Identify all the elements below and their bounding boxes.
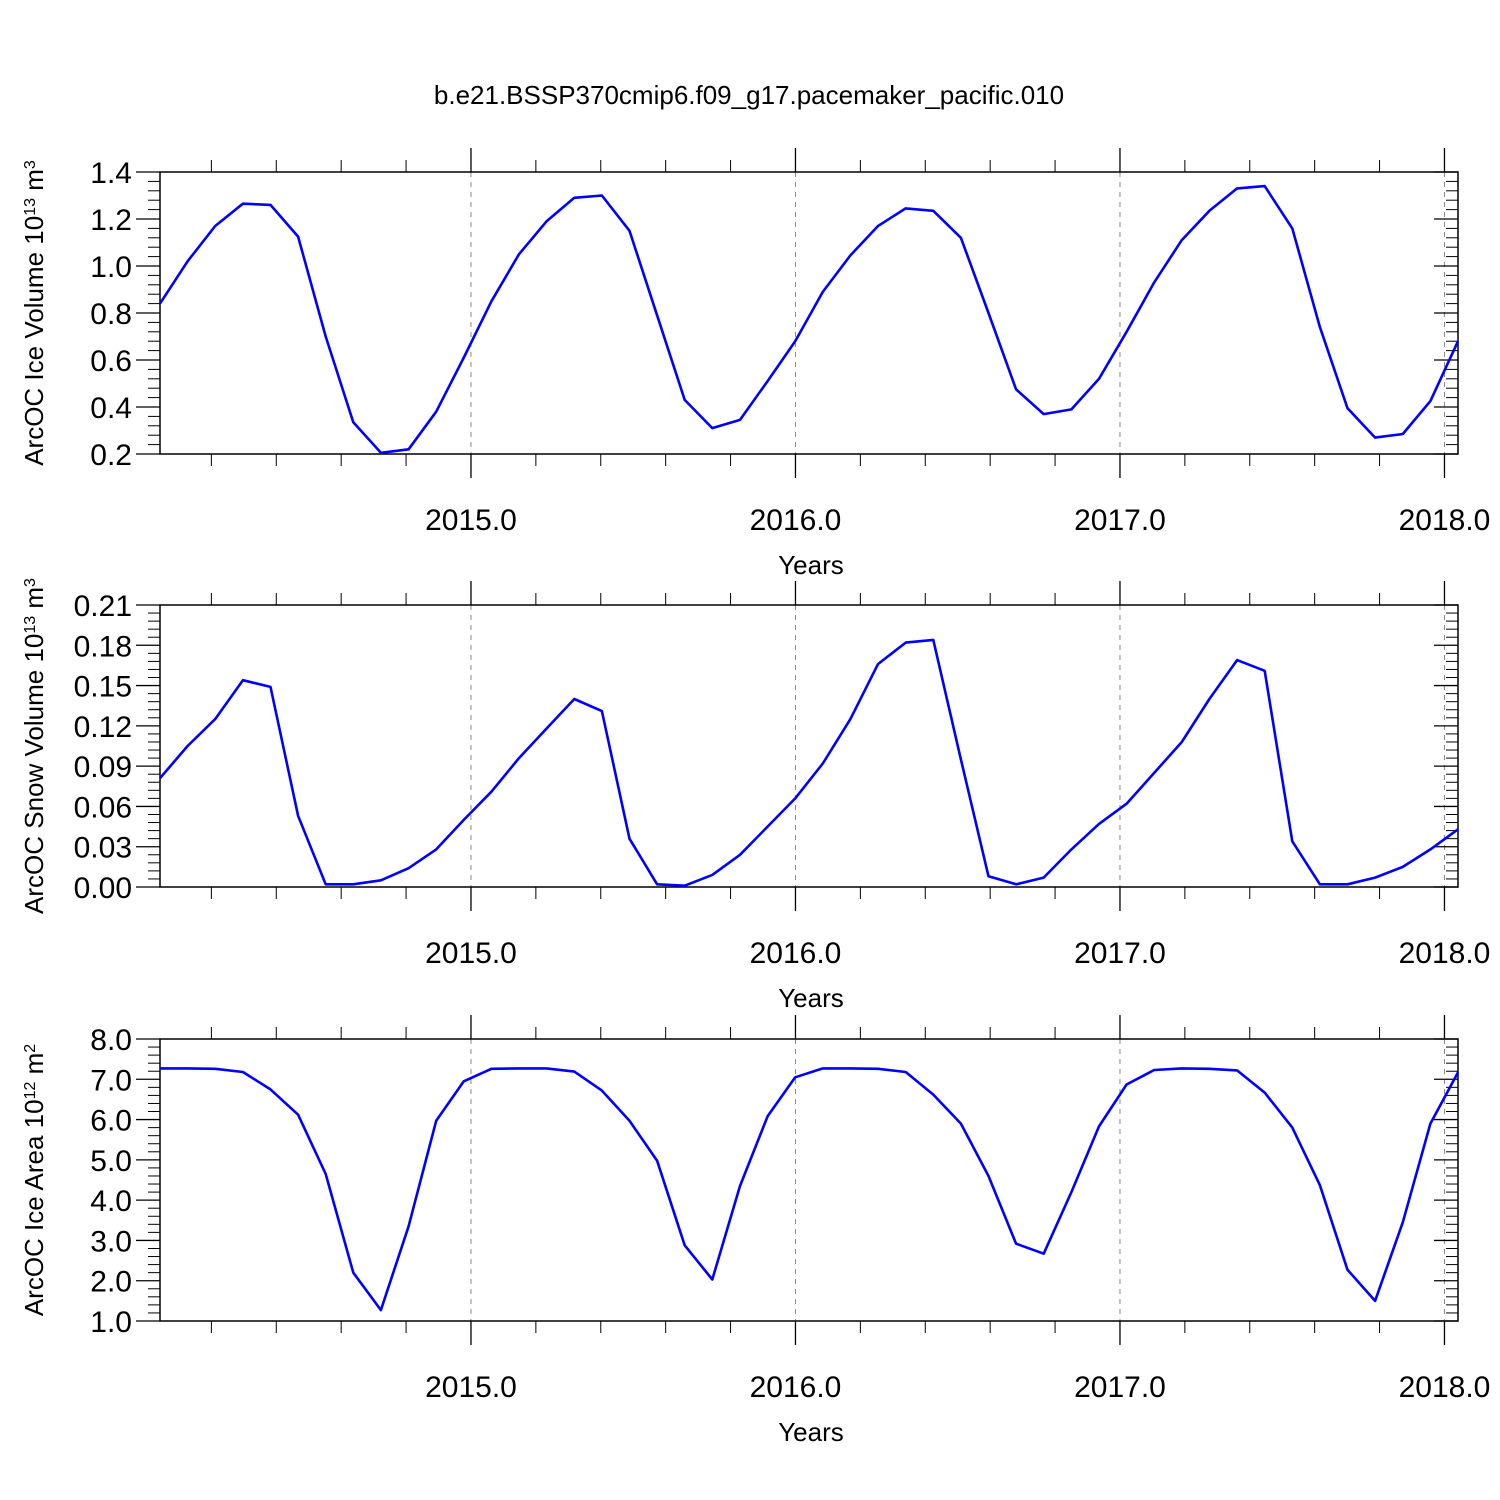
x-tick-label: 2017.0 [1074, 504, 1166, 537]
y-axis-title-superscript: 2 [22, 1044, 39, 1053]
chart-panel-3: 1.0 2.0 3.0 4.0 5.0 6.0 7.0 8.0 2015.0 2016.0 2017… [19, 1015, 1490, 1447]
y-tick-label: 0.6 [90, 345, 132, 378]
y-tick-label: 1.0 [90, 251, 132, 284]
y-tick-label: 3.0 [90, 1225, 132, 1258]
y-tick-label: 7.0 [90, 1064, 132, 1097]
y-tick-label: 6.0 [90, 1105, 132, 1138]
series-line [158, 184, 1460, 455]
y-tick-label: 0.12 [74, 711, 132, 744]
y-axis-title-part: m [19, 587, 49, 616]
x-tick-label: 2018.0 [1399, 1371, 1491, 1404]
y-axis-title-part: m [19, 1053, 49, 1082]
plot-frame [159, 1038, 1459, 1322]
figure-title: b.e21.BSSP370cmip6.f09_g17.pacemaker_pac… [434, 80, 1064, 110]
panels-group: 0.2 0.4 0.6 0.8 1.0 1.2 1.4 2015.0 2016.0 2017.0 2… [19, 148, 1490, 1447]
x-tick-label: 2016.0 [750, 1371, 842, 1404]
y-tick-label: 0.06 [74, 791, 132, 824]
x-tick-label: 2017.0 [1074, 937, 1166, 970]
y-tick-label: 0.4 [90, 392, 132, 425]
y-tick-label: 1.4 [90, 157, 132, 190]
x-tick-label: 2015.0 [425, 1371, 517, 1404]
y-tick-label: 1.0 [90, 1306, 132, 1339]
y-tick-label: 0.18 [74, 630, 132, 663]
y-axis-title-superscript: 13 [22, 616, 39, 634]
y-tick-label: 0.15 [74, 671, 132, 704]
y-axis-title: ArcOC Ice Volume 1013 m3 [19, 160, 49, 466]
y-axis-title-superscript: 3 [22, 578, 39, 587]
series-line [159, 638, 1459, 888]
y-tick-label: 0.21 [74, 590, 132, 623]
x-axis-title: Years [778, 550, 844, 580]
plot-frame [159, 604, 1459, 888]
y-axis-title-part: ArcOC Ice Volume 10 [19, 216, 49, 466]
x-axis-title: Years [778, 1417, 844, 1447]
y-tick-label: 2.0 [90, 1266, 132, 1299]
x-tick-label: 2016.0 [750, 504, 842, 537]
x-tick-label: 2015.0 [425, 504, 517, 537]
y-axis-title: ArcOC Ice Area 1012 m2 [19, 1044, 49, 1316]
y-axis-title-part: m [19, 169, 49, 198]
y-axis-title-superscript: 12 [22, 1082, 39, 1100]
x-tick-label: 2018.0 [1399, 504, 1491, 537]
chart-panel-2: 0.00 0.03 0.06 0.09 0.12 0.15 0.18 0.21 2015.0 20… [19, 578, 1490, 1013]
x-tick-label: 2018.0 [1399, 937, 1491, 970]
y-axis-title-superscript: 13 [22, 198, 39, 216]
y-axis-title: ArcOC Snow Volume 1013 m3 [19, 578, 49, 914]
y-tick-label: 5.0 [90, 1145, 132, 1178]
y-tick-label: 0.00 [74, 872, 132, 905]
y-tick-label: 0.2 [90, 439, 132, 472]
x-axis-title: Years [778, 983, 844, 1013]
chart-panel-1: 0.2 0.4 0.6 0.8 1.0 1.2 1.4 2015.0 2016.0 2017.0 2… [19, 148, 1490, 580]
x-tick-label: 2017.0 [1074, 1371, 1166, 1404]
x-tick-label: 2015.0 [425, 937, 517, 970]
y-axis-title-part: ArcOC Ice Area 10 [19, 1099, 49, 1316]
y-tick-label: 0.03 [74, 832, 132, 865]
series-line [160, 1067, 1460, 1312]
x-tick-label: 2016.0 [750, 937, 842, 970]
y-axis-title-part: ArcOC Snow Volume 10 [19, 634, 49, 914]
y-tick-label: 4.0 [90, 1185, 132, 1218]
y-tick-label: 0.09 [74, 751, 132, 784]
y-axis-title-superscript: 3 [22, 160, 39, 169]
y-tick-label: 0.8 [90, 298, 132, 331]
y-tick-label: 1.2 [90, 204, 132, 237]
plot-frame [159, 171, 1459, 455]
y-tick-label: 8.0 [90, 1024, 132, 1057]
